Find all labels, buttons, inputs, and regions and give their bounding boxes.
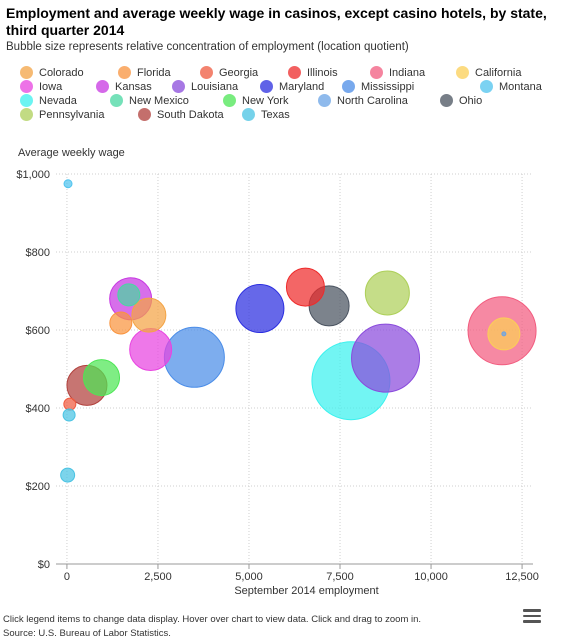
- legend-label: Florida: [137, 66, 171, 79]
- bubble-georgia[interactable]: [63, 397, 77, 411]
- bubble-maryland[interactable]: [235, 284, 285, 334]
- legend-item-south-dakota[interactable]: South Dakota: [138, 108, 224, 121]
- legend-swatch-icon: [96, 80, 109, 93]
- bubble-pennsylvania[interactable]: [364, 270, 410, 316]
- legend-swatch-icon: [242, 108, 255, 121]
- legend-item-mississippi[interactable]: Mississippi: [342, 80, 414, 93]
- legend-label: Ohio: [459, 94, 483, 107]
- legend-label: Kansas: [115, 80, 152, 93]
- bubble-chart[interactable]: Average weekly wage $0 $200 $400 $600 $800 $1,…: [0, 140, 565, 605]
- y-tick-label: $800: [26, 247, 50, 259]
- legend-item-indiana[interactable]: Indiana: [370, 66, 425, 79]
- chart-subtitle: Bubble size represents relative concentr…: [6, 41, 409, 53]
- legend-label: Pennsylvania: [39, 108, 105, 121]
- legend-swatch-icon: [110, 94, 123, 107]
- legend-item-new-york[interactable]: New York: [223, 94, 288, 107]
- legend-label: Iowa: [39, 80, 63, 93]
- legend-item-california[interactable]: California: [456, 66, 521, 79]
- legend-item-iowa[interactable]: Iowa: [20, 80, 62, 93]
- y-tick-label: $400: [26, 403, 50, 415]
- bubble-montana[interactable]: [63, 179, 73, 189]
- legend-swatch-icon: [20, 80, 33, 93]
- x-tick-label: 0: [64, 571, 70, 583]
- legend-swatch-icon: [342, 80, 355, 93]
- legend-swatch-icon: [288, 66, 301, 79]
- legend-swatch-icon: [20, 94, 33, 107]
- legend-item-colorado[interactable]: Colorado: [20, 66, 84, 79]
- bubble-new-mexico[interactable]: [117, 283, 141, 307]
- legend-item-new-mexico[interactable]: New Mexico: [110, 94, 189, 107]
- legend-item-louisiana[interactable]: Louisiana: [172, 80, 238, 93]
- legend-swatch-icon: [118, 66, 131, 79]
- legend-label: Colorado: [39, 66, 84, 79]
- y-tick-label: $600: [26, 325, 50, 337]
- legend-label: New Mexico: [129, 94, 189, 107]
- legend-label: Indiana: [389, 66, 426, 79]
- legend-swatch-icon: [20, 66, 33, 79]
- footer-source: Source: U.S. Bureau of Labor Statistics.: [3, 628, 171, 639]
- legend-swatch-icon: [456, 66, 469, 79]
- legend-label: Louisiana: [191, 80, 239, 93]
- legend-item-ohio[interactable]: Ohio: [440, 94, 482, 107]
- legend-swatch-icon: [260, 80, 273, 93]
- x-tick-label: 7,500: [326, 571, 354, 583]
- legend-swatch-icon: [172, 80, 185, 93]
- x-tick-label: 5,000: [235, 571, 263, 583]
- legend-swatch-icon: [223, 94, 236, 107]
- legend-swatch-icon: [318, 94, 331, 107]
- hamburger-menu-icon[interactable]: [523, 609, 541, 623]
- legend-item-pennsylvania[interactable]: Pennsylvania: [20, 108, 104, 121]
- legend-item-north-carolina[interactable]: North Carolina: [318, 94, 408, 107]
- bubble-texas[interactable]: [62, 408, 76, 422]
- legend-label: Maryland: [279, 80, 325, 93]
- x-axis-label: September 2014 employment: [234, 585, 378, 597]
- bubble-mississippi[interactable]: [163, 326, 225, 388]
- legend-item-kansas[interactable]: Kansas: [96, 80, 152, 93]
- bubble-new-york[interactable]: [83, 359, 121, 397]
- x-tick-label: 2,500: [144, 571, 172, 583]
- legend-item-montana[interactable]: Montana: [480, 80, 542, 93]
- legend-item-georgia[interactable]: Georgia: [200, 66, 258, 79]
- legend-swatch-icon: [370, 66, 383, 79]
- legend-label: Mississippi: [361, 80, 415, 93]
- legend-item-maryland[interactable]: Maryland: [260, 80, 324, 93]
- bubble-north-carolina[interactable]: [501, 331, 507, 337]
- y-axis-label: Average weekly wage: [18, 147, 125, 159]
- footer-hint: Click legend items to change data displa…: [3, 614, 422, 625]
- legend-item-illinois[interactable]: Illinois: [288, 66, 338, 79]
- legend-swatch-icon: [20, 108, 33, 121]
- legend-item-nevada[interactable]: Nevada: [20, 94, 77, 107]
- bubble-iowa[interactable]: [129, 328, 173, 371]
- bubble-florida[interactable]: [109, 311, 133, 335]
- legend-item-florida[interactable]: Florida: [118, 66, 171, 79]
- x-tick-label: 12,500: [505, 571, 539, 583]
- chart-title: Employment and average weekly wage in ca…: [6, 5, 547, 38]
- legend-label: Nevada: [39, 94, 77, 107]
- y-tick-label: $200: [26, 481, 50, 493]
- legend-label: Georgia: [219, 66, 259, 79]
- y-tick-label: $0: [38, 559, 50, 571]
- legend-label: North Carolina: [337, 94, 408, 107]
- bubble-colorado[interactable]: [131, 297, 167, 333]
- legend-label: New York: [242, 94, 289, 107]
- legend-label: Illinois: [307, 66, 338, 79]
- legend-swatch-icon: [138, 108, 151, 121]
- legend-label: California: [475, 66, 522, 79]
- x-tick-label: 10,000: [414, 571, 448, 583]
- legend-swatch-icon: [480, 80, 493, 93]
- legend-swatch-icon: [200, 66, 213, 79]
- bubble-texas-2[interactable]: [60, 467, 76, 483]
- legend-item-texas[interactable]: Texas: [242, 108, 290, 121]
- y-tick-label: $1,000: [16, 169, 50, 181]
- legend-label: South Dakota: [157, 108, 224, 121]
- legend-swatch-icon: [440, 94, 453, 107]
- bubble-illinois[interactable]: [285, 267, 325, 307]
- bubble-louisiana[interactable]: [351, 323, 421, 393]
- legend-label: Texas: [261, 108, 290, 121]
- legend-label: Montana: [499, 80, 542, 93]
